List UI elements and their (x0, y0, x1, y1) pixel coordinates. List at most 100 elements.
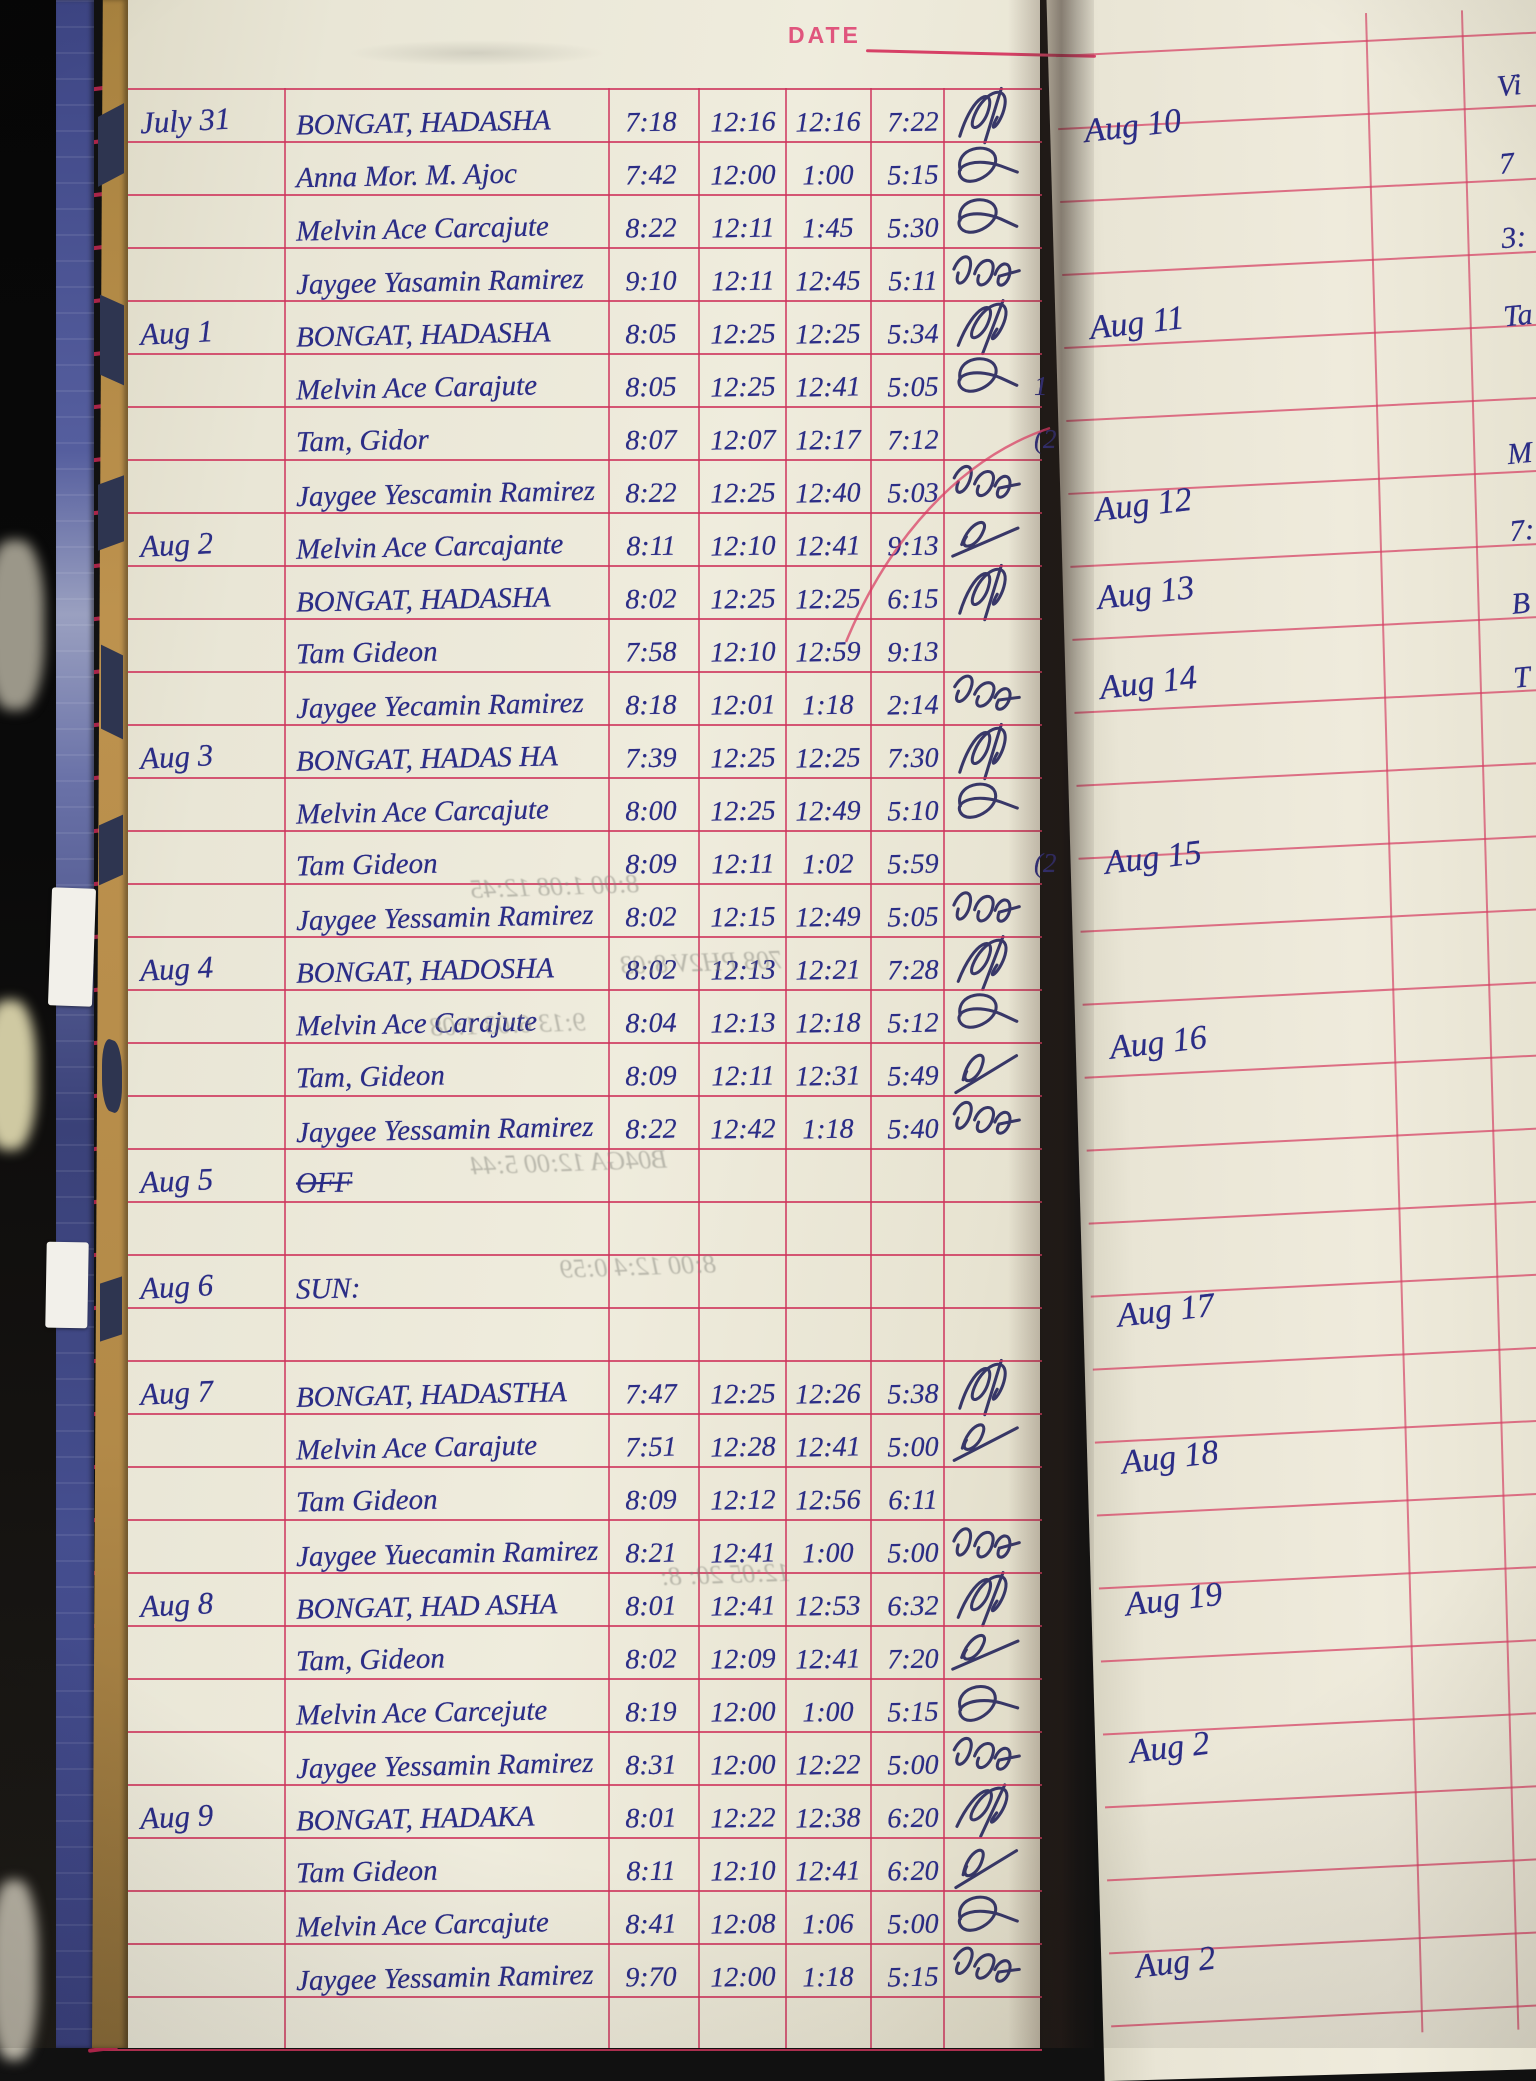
time-am-in-cell: 7:42 (625, 159, 677, 192)
time-noon-out-cell: 12:25 (710, 795, 776, 828)
signature (942, 1615, 1058, 1685)
name-cell: BONGAT, HADASHA (295, 581, 551, 619)
log-row: Aug 1 BONGAT, HADASHA 8:05 12:25 12:25 5:34 (106, 299, 1040, 356)
ruled-line (94, 565, 1042, 567)
column-line (608, 88, 610, 2048)
time-am-in-cell: 8:22 (625, 477, 677, 510)
next-page-text-fragment: B (1509, 586, 1532, 621)
time-am-in-cell: 7:39 (625, 742, 677, 775)
time-noon-out-cell: 12:10 (710, 636, 776, 669)
next-page-ruled-line (1072, 613, 1536, 641)
log-row: Aug 8 BONGAT, HAD ASHA 8:01 12:41 12:53 6:32 (106, 1571, 1040, 1628)
log-row: Jaygee Yescamin Ramirez 8:22 12:25 12:40 5:0… (106, 459, 1040, 513)
time-am-in-cell: 7:47 (625, 1378, 677, 1411)
signature (942, 979, 1058, 1049)
ruled-line (94, 1625, 1042, 1627)
ruled-line (94, 141, 1042, 143)
ruled-line (94, 1784, 1042, 1786)
time-am-in-cell: 7:18 (625, 106, 677, 139)
log-row: BONGAT, HADASHA 8:02 12:25 12:25 6:15 (106, 563, 1040, 622)
next-page-ruled-line (1092, 1343, 1536, 1371)
next-page-ruled-line (1100, 1635, 1536, 1663)
floor-highlight-3 (0, 1880, 38, 2060)
smudge (346, 40, 606, 66)
ruled-line (94, 1360, 1042, 1362)
spine-sticker-2 (45, 1241, 89, 1329)
time-noon-out-cell: 12:28 (710, 1431, 776, 1464)
time-pm-in-cell: 12:31 (795, 1060, 861, 1093)
time-pm-in-cell: 1:18 (802, 1113, 854, 1146)
signature (944, 771, 1056, 833)
log-row: Aug 7 BONGAT, HADASTHA 7:47 12:25 12:26 5:38 (106, 1358, 1040, 1417)
ruled-line (94, 1837, 1042, 1839)
next-page-ruled-line (1060, 176, 1536, 204)
time-pm-in-cell: 12:26 (795, 1378, 861, 1411)
bleedthrough-ink: 12:05 20: 8: (659, 1557, 791, 1592)
cover-print-glyph (100, 1276, 122, 1342)
date-cell: Aug 9 (139, 1797, 215, 1836)
log-row: Aug 4 BONGAT, HADOSHA 8:02 12:13 12:21 7:28 (106, 935, 1040, 992)
time-noon-out-cell: 12:11 (711, 265, 775, 298)
signature (942, 343, 1058, 413)
log-row: Jaygee Yessamin Ramirez 9:70 12:00 1:18 5:15 (106, 1943, 1040, 1997)
next-page-ruled-line (1066, 394, 1536, 422)
log-row: Jaygee Yecamin Ramirez 8:18 12:01 1:18 2:14 (106, 671, 1040, 725)
time-noon-out-cell: 12:11 (711, 212, 775, 245)
time-noon-out-cell: 12:25 (710, 742, 776, 775)
time-noon-out-cell: 12:00 (710, 1749, 776, 1782)
name-cell: Jaygee Yessamin Ramirez (295, 898, 594, 938)
next-page-date-label: Aug 2 (1133, 1939, 1218, 1986)
cover-print-glyph (101, 644, 123, 740)
ruled-line (94, 1095, 1042, 1097)
signature (942, 1668, 1058, 1738)
time-pm-in-cell: 1:00 (802, 1696, 854, 1729)
ruled-line (94, 1519, 1042, 1521)
time-pm-in-cell: 1:06 (802, 1908, 854, 1941)
time-pm-in-cell: 12:41 (795, 530, 861, 563)
log-row: Aug 2 Melvin Ace Carcajante 8:11 12:10 12:41… (106, 512, 1040, 566)
log-row: Melvin Ace Carcajute 8:41 12:08 1:06 5:00 (106, 1890, 1040, 1944)
log-row (106, 1201, 1040, 1254)
ruled-line (94, 194, 1042, 196)
time-noon-out-cell: 12:07 (710, 424, 776, 457)
log-row: Tam Gideon 8:09 12:12 12:56 6:11 (106, 1466, 1040, 1519)
time-noon-out-cell: 12:22 (710, 1802, 776, 1835)
ruled-line (94, 1148, 1042, 1150)
time-noon-out-cell: 12:08 (710, 1908, 776, 1941)
time-noon-out-cell: 12:00 (710, 159, 776, 192)
bleedthrough-ink: 9:13 6:03 1:08 (429, 1007, 587, 1042)
time-am-in-cell: 8:11 (626, 530, 676, 563)
spine-ridges (56, 0, 94, 2048)
time-noon-out-cell: 12:11 (711, 1060, 775, 1093)
time-pm-in-cell: 12:22 (795, 1749, 861, 1782)
date-cell: Aug 7 (139, 1373, 215, 1412)
time-noon-out-cell: 12:10 (710, 530, 776, 563)
time-pm-in-cell: 12:41 (795, 1855, 861, 1888)
name-cell: Jaygee Yuecamin Ramirez (295, 1534, 599, 1574)
spine-sticker (47, 887, 97, 1007)
name-cell: BONGAT, HADAKA (295, 1800, 535, 1838)
time-am-in-cell: 9:70 (625, 1961, 677, 1994)
next-page-text-fragment: 7: (1507, 512, 1536, 549)
cover-print-glyph (100, 294, 124, 386)
next-page-date-label: Aug 19 (1123, 1575, 1225, 1624)
log-row: Tam, Gideon 8:02 12:09 12:41 7:20 (106, 1625, 1040, 1678)
column-line (284, 88, 286, 2048)
time-noon-out-cell: 12:25 (710, 371, 776, 404)
signature (944, 1089, 1056, 1151)
time-pm-in-cell: 12:40 (795, 477, 861, 510)
log-row: Jaygee Yessamin Ramirez 8:22 12:42 1:18 5:40 (106, 1095, 1040, 1149)
time-am-in-cell: 8:09 (625, 1060, 677, 1093)
log-row: Melvin Ace Carcajute 8:22 12:11 1:45 5:30 (106, 194, 1040, 248)
date-cell: Aug 8 (139, 1585, 215, 1624)
time-am-in-cell: 9:10 (625, 265, 677, 298)
tally-note: (2 (1034, 424, 1057, 454)
signature (942, 184, 1058, 254)
name-cell: Melvin Ace Carcajute (295, 1906, 550, 1944)
name-cell: Tam Gideon (295, 1854, 438, 1890)
ruled-line (94, 2049, 1042, 2051)
name-cell: Tam Gideon (295, 635, 438, 671)
time-pm-in-cell: 12:25 (795, 583, 861, 616)
cover-print-glyph (102, 1036, 122, 1116)
